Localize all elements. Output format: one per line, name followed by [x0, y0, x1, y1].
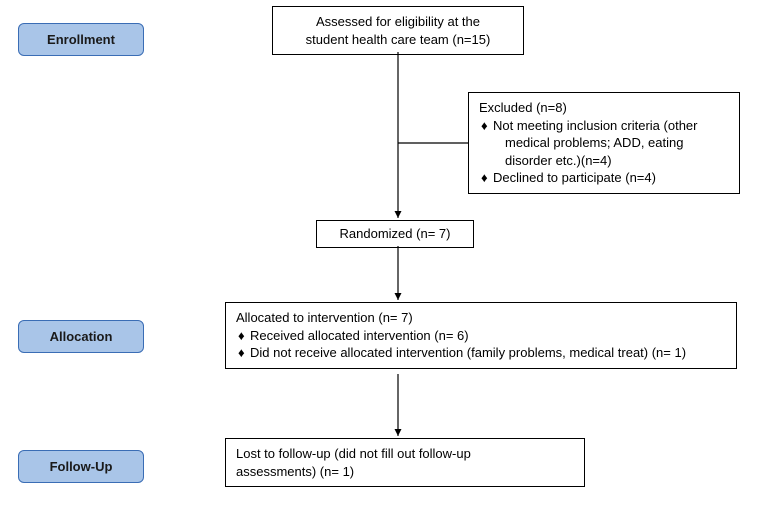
- stage-followup: Follow-Up: [18, 450, 144, 483]
- box-excluded-sub-1: medical problems; ADD, eating: [479, 134, 729, 152]
- stage-enrollment: Enrollment: [18, 23, 144, 56]
- box-excluded-bullet-1-text: Not meeting inclusion criteria (other: [493, 117, 729, 135]
- box-allocation-title: Allocated to intervention (n= 7): [236, 309, 726, 327]
- box-randomized: Randomized (n= 7): [316, 220, 474, 248]
- box-excluded: Excluded (n=8) ♦ Not meeting inclusion c…: [468, 92, 740, 194]
- box-allocation-bullet-1-text: Received allocated intervention (n= 6): [250, 327, 726, 345]
- stage-followup-label: Follow-Up: [50, 459, 113, 474]
- box-excluded-sub-2: disorder etc.)(n=4): [479, 152, 729, 170]
- box-assessed-line1: Assessed for eligibility at the: [316, 14, 480, 29]
- box-lost-line2: assessments) (n= 1): [236, 464, 354, 479]
- box-lost: Lost to follow-up (did not fill out foll…: [225, 438, 585, 487]
- box-excluded-bullet-2: ♦ Declined to participate (n=4): [479, 169, 729, 187]
- box-randomized-title: Randomized (n= 7): [340, 226, 451, 241]
- stage-allocation: Allocation: [18, 320, 144, 353]
- stage-allocation-label: Allocation: [50, 329, 113, 344]
- box-lost-line1: Lost to follow-up (did not fill out foll…: [236, 446, 471, 461]
- box-assessed: Assessed for eligibility at the student …: [272, 6, 524, 55]
- box-excluded-bullet-2-text: Declined to participate (n=4): [493, 169, 729, 187]
- box-allocation-bullet-2: ♦ Did not receive allocated intervention…: [236, 344, 726, 362]
- box-assessed-line2: student health care team (n=15): [306, 32, 491, 47]
- box-allocation-bullet-1: ♦ Received allocated intervention (n= 6): [236, 327, 726, 345]
- box-excluded-title: Excluded (n=8): [479, 99, 729, 117]
- box-allocation: Allocated to intervention (n= 7) ♦ Recei…: [225, 302, 737, 369]
- bullet-icon: ♦: [236, 344, 250, 362]
- box-excluded-bullet-1: ♦ Not meeting inclusion criteria (other: [479, 117, 729, 135]
- bullet-icon: ♦: [236, 327, 250, 345]
- bullet-icon: ♦: [479, 169, 493, 187]
- stage-enrollment-label: Enrollment: [47, 32, 115, 47]
- box-allocation-bullet-2-text: Did not receive allocated intervention (…: [250, 344, 726, 362]
- bullet-icon: ♦: [479, 117, 493, 135]
